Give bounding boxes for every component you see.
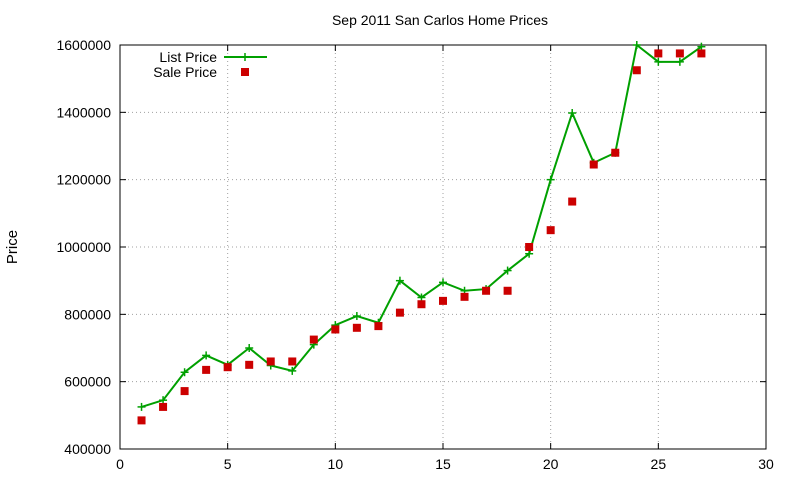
legend-marker: [241, 53, 249, 61]
data-point: [245, 360, 254, 369]
legend-label: Sale Price: [153, 64, 217, 80]
data-point: [632, 41, 641, 49]
data-point: [546, 226, 555, 235]
data-point: [266, 357, 275, 366]
data-point: [180, 387, 189, 396]
data-point: [525, 243, 534, 251]
data-point: [654, 49, 663, 58]
data-point: [245, 344, 254, 352]
data-point: [439, 278, 447, 287]
axis-ticks: 0 5 10 15 20 25 30 400000 600000 800000 1000000 120…: [56, 37, 774, 472]
data-point: [288, 357, 297, 366]
data-point: [395, 276, 404, 285]
y-tick-label: 1200000: [56, 172, 111, 188]
y-tick-label: 800000: [64, 306, 111, 322]
data-point: [309, 335, 318, 344]
data-point: [352, 312, 361, 321]
data-point: [675, 49, 684, 58]
data-point: [417, 293, 426, 302]
series-line: [141, 43, 702, 408]
data-point: [697, 42, 706, 51]
data-point: [352, 323, 361, 332]
data-point: [525, 249, 534, 258]
y-axis-label: Price: [4, 230, 21, 264]
data-point: [675, 57, 684, 66]
data-point: [202, 365, 211, 374]
data-point: [611, 148, 620, 157]
data-point: [503, 266, 512, 275]
data-point: [202, 351, 211, 360]
data-point: [568, 197, 577, 206]
legend-label: List Price: [159, 49, 217, 65]
data-point: [589, 160, 598, 169]
data-point: [137, 416, 146, 425]
data-point: [374, 322, 383, 331]
data-point: [395, 308, 404, 317]
data-point: [288, 366, 297, 375]
data-point: [546, 175, 555, 184]
data-point: [417, 300, 426, 309]
data-point: [439, 296, 447, 305]
x-tick-label: 10: [328, 456, 344, 472]
series-1: [137, 49, 706, 425]
series-0: [137, 41, 706, 411]
data-point: [632, 66, 641, 75]
y-tick-label: 1000000: [56, 239, 111, 255]
x-tick-label: 20: [543, 456, 559, 472]
data-point: [223, 363, 232, 372]
y-tick-label: 600000: [64, 374, 111, 390]
y-tick-label: 400000: [64, 441, 111, 457]
grid: [120, 45, 766, 449]
data-point: [654, 57, 663, 66]
data-point: [568, 109, 577, 118]
data-point: [159, 402, 168, 411]
data-point: [159, 396, 168, 405]
y-tick-label: 1400000: [56, 104, 111, 120]
data-point: [482, 286, 491, 295]
legend-marker: [241, 68, 249, 76]
data-point: [697, 49, 706, 58]
chart-title: Sep 2011 San Carlos Home Prices: [332, 12, 548, 28]
y-tick-label: 1600000: [56, 37, 111, 53]
series: [137, 41, 706, 425]
data-point: [331, 325, 340, 334]
x-tick-label: 30: [758, 456, 774, 472]
data-point: [180, 368, 189, 377]
x-tick-label: 0: [116, 456, 124, 472]
x-tick-label: 25: [651, 456, 667, 472]
x-tick-label: 5: [224, 456, 232, 472]
x-tick-label: 15: [435, 456, 451, 472]
data-point: [137, 402, 146, 411]
data-point: [503, 286, 512, 295]
data-point: [460, 292, 469, 301]
